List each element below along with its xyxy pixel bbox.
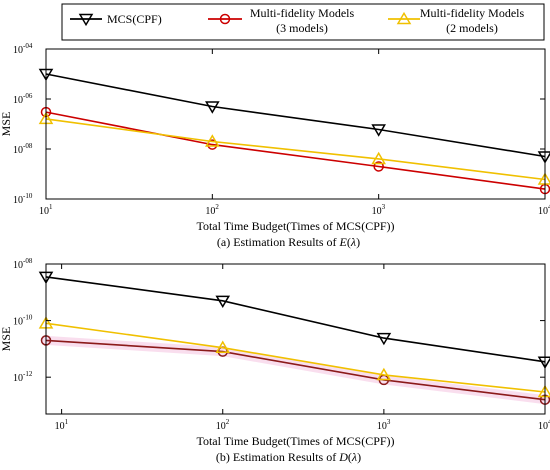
legend-label: (3 models) [276,21,328,35]
data-point [215,340,231,353]
y-tick-label: 10-06 [13,92,33,106]
series-line-3 [45,322,546,393]
data-point [376,332,392,346]
data-point [215,295,231,308]
panel-caption: (b) Estimation Results of D(λ) [216,450,361,464]
series-line-2 [45,339,546,401]
y-tick-label: 10-08 [13,142,33,156]
series-line-2 [45,111,546,190]
x-tick-label: 101 [39,203,53,217]
plot-frame [45,48,546,200]
legend-marker-triangle-up [396,11,412,25]
x-tick-label: 101 [55,418,69,432]
legend-marker-circle [219,13,231,25]
chart-panel-a: 101 102 103 104 10-10 10-08 10-06 10-04 Total Ti… [0,42,550,249]
series-line-3 [45,118,546,181]
legend-label: (2 models) [446,21,498,35]
legend-box [61,3,545,41]
legend: MCS(CPF) Multi-fidelity Models(3 models)M… [61,3,545,41]
y-tick-label: 10-08 [13,257,33,271]
legend-marker-triangle-down [78,13,94,27]
panel-caption: (a) Estimation Results of E(λ) [217,235,360,249]
x-tick-label: 103 [377,418,391,432]
y-tick-label: 10-04 [13,42,33,56]
x-axis-title: Total Time Budget(Times of MCS(CPF)) [196,219,394,233]
data-point [371,124,386,137]
x-tick-label: 103 [372,203,386,217]
series-line-1 [45,73,546,158]
x-axis-title: Total Time Budget(Times of MCS(CPF)) [196,434,394,448]
legend-label: Multi-fidelity Models [420,6,525,20]
data-point [205,134,220,147]
y-axis-title: MSE [0,112,13,137]
data-point [205,101,220,114]
y-axis-title: MSE [0,327,13,352]
y-tick-label: 10-10 [13,192,33,206]
plot-frame [45,263,546,415]
series-line-1 [45,276,546,363]
data-point [373,161,384,172]
data-point [376,367,392,381]
y-tick-label: 10-10 [13,314,33,328]
chart-panel-b: 101 102 103 104 10-12 10-10 10-08 Total Time Bu… [0,257,550,464]
x-tick-label: 104 [538,203,550,217]
y-tick-label: 10-12 [13,370,33,384]
x-tick-label: 102 [216,418,230,432]
data-point [371,151,386,165]
x-tick-label: 102 [205,203,219,217]
legend-label: Multi-fidelity Models [250,6,355,20]
x-tick-label: 104 [538,418,550,432]
legend-label: MCS(CPF) [107,12,162,26]
